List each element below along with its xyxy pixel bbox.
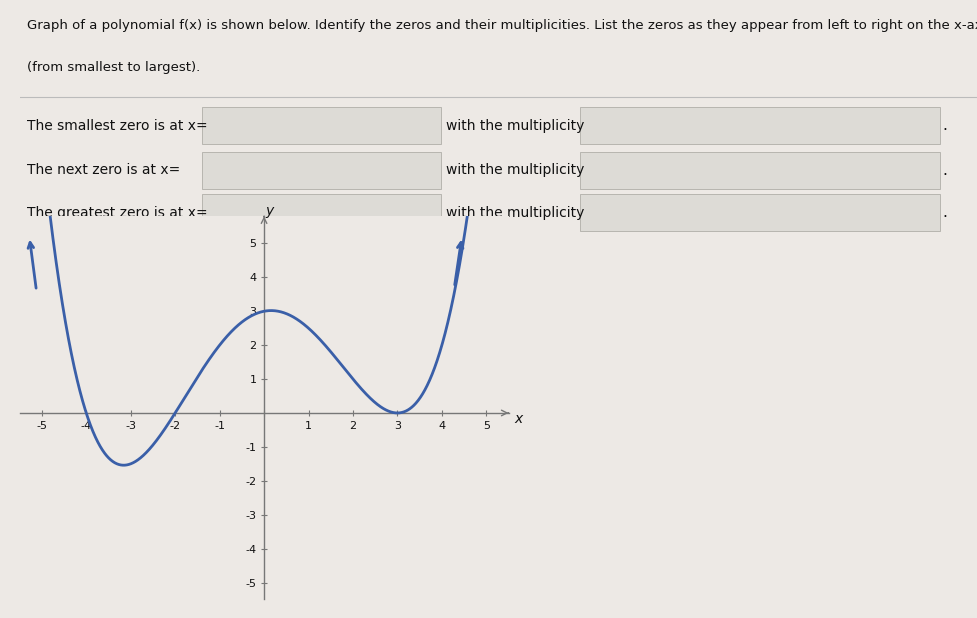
Text: .: . (942, 118, 947, 133)
Text: x: x (513, 412, 522, 426)
Text: with the multiplicity: with the multiplicity (446, 119, 584, 133)
FancyBboxPatch shape (201, 108, 441, 144)
FancyBboxPatch shape (201, 152, 441, 188)
Text: with the multiplicity: with the multiplicity (446, 163, 584, 177)
Text: .: . (942, 205, 947, 220)
FancyBboxPatch shape (579, 194, 939, 231)
Text: .: . (942, 163, 947, 178)
FancyBboxPatch shape (579, 108, 939, 144)
FancyBboxPatch shape (201, 194, 441, 231)
Text: The next zero is at x=: The next zero is at x= (27, 163, 181, 177)
Text: Graph of a polynomial f(x) is shown below. Identify the zeros and their multipli: Graph of a polynomial f(x) is shown belo… (27, 19, 977, 32)
Text: with the multiplicity: with the multiplicity (446, 206, 584, 219)
Text: y: y (265, 204, 274, 218)
Text: The smallest zero is at x=: The smallest zero is at x= (27, 119, 208, 133)
FancyBboxPatch shape (579, 152, 939, 188)
Text: The greatest zero is at x=: The greatest zero is at x= (27, 206, 208, 219)
Text: (from smallest to largest).: (from smallest to largest). (27, 61, 200, 74)
